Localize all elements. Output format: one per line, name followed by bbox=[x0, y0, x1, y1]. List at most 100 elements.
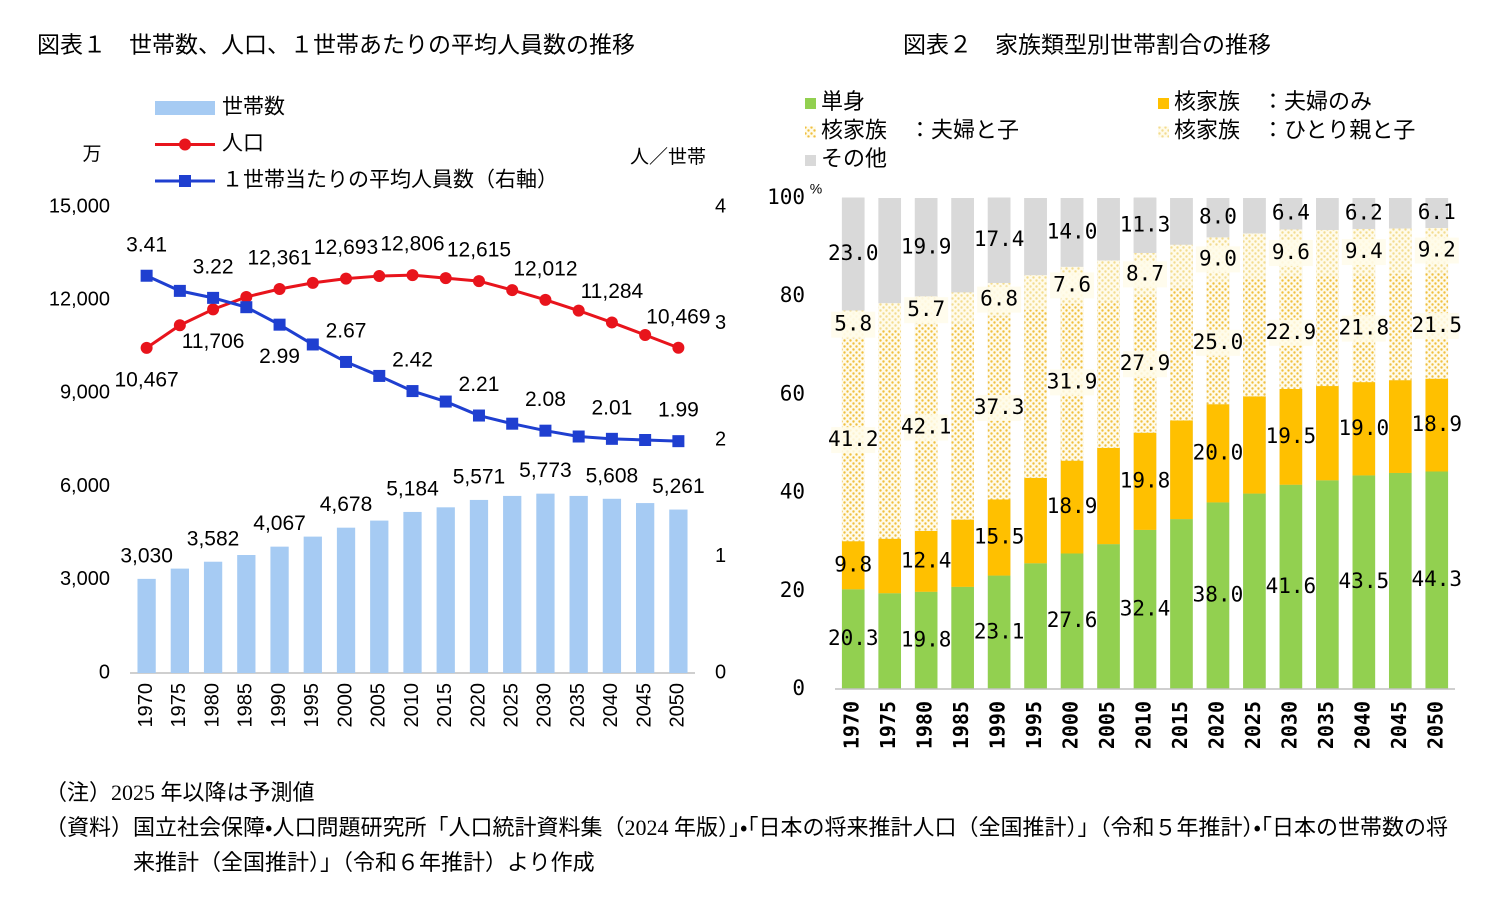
data-label: 6.1 bbox=[1418, 200, 1456, 224]
data-label: 18.9 bbox=[1047, 494, 1098, 518]
y-tick-label: 80 bbox=[780, 283, 805, 307]
marker bbox=[572, 430, 585, 443]
chart-title: 図表２ 家族類型別世帯割合の推移 bbox=[903, 32, 1271, 57]
label-bg bbox=[977, 394, 1022, 421]
x-tick-label: 1970 bbox=[135, 683, 157, 728]
bar-segment bbox=[1316, 276, 1339, 387]
bar-segment bbox=[1024, 198, 1047, 276]
legend-swatch bbox=[805, 155, 816, 166]
data-label: 5,773 bbox=[519, 459, 572, 482]
data-label: 5,571 bbox=[453, 465, 506, 488]
y2-tick-label: 0 bbox=[715, 661, 726, 683]
bar-segment bbox=[1243, 198, 1266, 234]
x-tick-label: 2040 bbox=[600, 683, 622, 728]
legend-label: 核家族 ：夫婦のみ bbox=[1174, 89, 1372, 114]
legend-label: 世帯数 bbox=[222, 96, 285, 119]
data-label: 18.9 bbox=[1411, 412, 1462, 436]
bar-segment bbox=[1352, 382, 1376, 476]
bar-segment bbox=[1206, 404, 1230, 503]
y-tick-label: 40 bbox=[780, 480, 805, 504]
legend-swatch bbox=[155, 101, 215, 115]
marker bbox=[373, 369, 386, 382]
data-label: 19.8 bbox=[901, 627, 952, 651]
note: （注） 2025 年以降は予測値 bbox=[45, 775, 1465, 810]
bar-segment bbox=[951, 198, 974, 293]
legend-swatch bbox=[805, 98, 816, 109]
bar-segment bbox=[878, 303, 902, 331]
bar-segment bbox=[1097, 198, 1120, 261]
data-label: 3.22 bbox=[193, 255, 234, 278]
data-label: 38.0 bbox=[1193, 583, 1244, 607]
data-label: 9.6 bbox=[1272, 240, 1310, 264]
data-label: 3,030 bbox=[120, 544, 173, 567]
label-bg bbox=[1268, 319, 1313, 346]
bar-segment bbox=[1170, 244, 1193, 289]
bar-segment bbox=[878, 330, 902, 539]
bar bbox=[203, 561, 223, 673]
x-tick-label: 2040 bbox=[1350, 701, 1374, 749]
x-tick-label: 2045 bbox=[1387, 701, 1411, 749]
label-bg bbox=[831, 311, 876, 338]
x-tick-label: 2005 bbox=[368, 683, 390, 728]
bar-segment bbox=[987, 575, 1011, 689]
data-label: 6.8 bbox=[980, 287, 1018, 311]
legend-swatch bbox=[1158, 98, 1169, 109]
data-label: 2.01 bbox=[591, 396, 632, 419]
data-label: 5.7 bbox=[907, 297, 945, 321]
data-label: 23.0 bbox=[828, 241, 879, 265]
y-tick-label: 12,000 bbox=[49, 288, 110, 310]
x-tick-label: 1970 bbox=[840, 701, 864, 749]
bar-segment bbox=[1316, 229, 1339, 277]
data-label: 2.42 bbox=[392, 349, 433, 372]
y-tick-label: 3,000 bbox=[60, 568, 110, 590]
bar-segment bbox=[1243, 396, 1266, 494]
bar-segment bbox=[878, 538, 902, 594]
data-label: 11,706 bbox=[182, 330, 245, 353]
data-label: 32.4 bbox=[1120, 596, 1171, 620]
marker bbox=[273, 282, 286, 295]
marker bbox=[306, 338, 319, 351]
data-label: 2.08 bbox=[525, 388, 566, 411]
marker bbox=[406, 269, 419, 282]
marker bbox=[506, 284, 519, 297]
data-label: 5.8 bbox=[834, 312, 872, 336]
bar-segment bbox=[1024, 477, 1047, 564]
bar-segment bbox=[1316, 198, 1339, 230]
data-label: 2.99 bbox=[259, 345, 300, 368]
marker bbox=[439, 395, 452, 408]
bar bbox=[336, 527, 356, 673]
note-label: （注） bbox=[45, 780, 112, 805]
marker bbox=[406, 385, 419, 398]
marker bbox=[472, 275, 485, 288]
x-tick-label: 1995 bbox=[1022, 701, 1046, 749]
bar bbox=[237, 555, 256, 673]
x-tick-label: 2025 bbox=[1241, 701, 1265, 749]
data-label: 5,608 bbox=[586, 464, 639, 487]
y-tick-label: 6,000 bbox=[60, 475, 110, 497]
data-label: 22.9 bbox=[1266, 320, 1317, 344]
bar-segment bbox=[1243, 233, 1266, 280]
data-label: 42.1 bbox=[901, 415, 952, 439]
bar bbox=[403, 511, 422, 673]
bar-segment bbox=[878, 593, 902, 689]
legend-label: 核家族 ：ひとり親と子 bbox=[1174, 117, 1415, 142]
y-tick-label: 9,000 bbox=[60, 382, 110, 404]
bar bbox=[137, 578, 156, 673]
data-label: 21.8 bbox=[1339, 316, 1390, 340]
x-tick-label: 1975 bbox=[168, 683, 190, 728]
bar-segment bbox=[1425, 471, 1449, 689]
marker bbox=[605, 432, 618, 445]
bar-segment bbox=[1097, 301, 1120, 448]
label-bg bbox=[1195, 329, 1240, 356]
marker bbox=[639, 434, 652, 446]
bar-segment bbox=[1388, 274, 1412, 381]
marker bbox=[506, 417, 519, 430]
bar-segment bbox=[878, 198, 902, 304]
y-tick-label: 0 bbox=[99, 661, 110, 683]
bar bbox=[270, 546, 289, 673]
data-label: 12,012 bbox=[513, 257, 577, 280]
marker bbox=[240, 301, 253, 314]
label-bg bbox=[1195, 246, 1240, 273]
x-tick-label: 1975 bbox=[876, 701, 900, 749]
